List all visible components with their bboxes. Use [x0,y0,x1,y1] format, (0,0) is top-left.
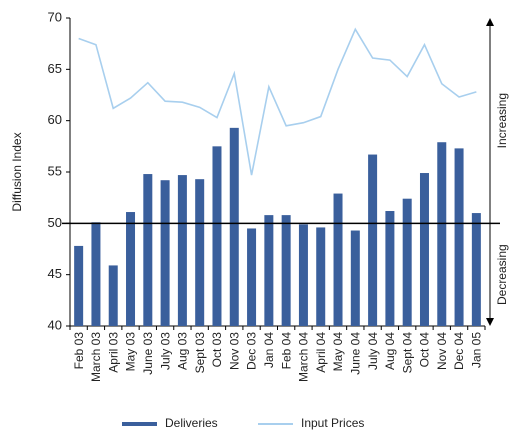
x-tick-label: Feb 04 [279,332,293,370]
bar [160,180,170,326]
bar [350,230,360,326]
x-tick-label: Oct 04 [418,332,432,368]
x-tick-label: March 04 [297,332,311,382]
x-tick-label: Nov 04 [435,332,449,370]
legend-label: Input Prices [301,416,364,430]
x-tick-label: April 04 [314,332,328,373]
bar [212,146,222,326]
x-tick-label: June 04 [348,332,362,375]
x-tick-label: Dec 03 [245,332,259,370]
line [78,27,477,176]
bar [126,212,136,326]
x-tick-label: Nov 03 [227,332,241,370]
bar [91,222,101,326]
bar [281,215,291,326]
x-tick-label: April 03 [106,332,120,373]
bar [177,175,187,326]
y-tick-label: 45 [48,266,62,281]
x-tick-label: July 04 [366,332,380,370]
x-tick-label: Sept 03 [193,332,207,374]
x-tick-label: Sept 04 [400,332,414,374]
annotation: Decreasing [495,244,509,305]
x-tick-label: June 03 [141,332,155,375]
bar [74,245,84,326]
y-axis-label: Diffusion Index [10,132,24,211]
y-tick-label: 40 [48,317,62,332]
bar [143,174,153,326]
x-tick-label: Jan 05 [470,332,484,368]
bar [316,227,326,326]
annotation: Increasing [495,93,509,148]
bar [264,215,274,326]
x-tick-label: July 03 [158,332,172,370]
bar [368,154,378,326]
x-tick-label: Dec 04 [452,332,466,370]
legend-label: Deliveries [165,416,218,430]
y-tick-label: 50 [48,215,62,230]
y-tick-label: 55 [48,163,62,178]
y-tick-label: 65 [48,61,62,76]
y-tick-label: 70 [48,9,62,24]
bar [471,213,481,326]
bar [247,228,257,326]
bar [419,173,429,326]
y-tick-label: 60 [48,112,62,127]
x-tick-label: Aug 03 [176,332,190,370]
x-tick-label: Feb 03 [72,332,86,370]
bar [454,148,464,326]
bar [333,193,343,326]
x-tick-label: Jan 04 [262,332,276,368]
x-tick-label: March 03 [89,332,103,382]
x-tick-label: Oct 03 [210,332,224,368]
bar [195,179,205,326]
bar [229,127,239,326]
bar [437,142,447,326]
bar [385,211,395,326]
x-tick-label: May 03 [124,332,138,372]
x-tick-label: Aug 04 [383,332,397,370]
bar [402,198,412,326]
x-tick-label: May 04 [331,332,345,372]
bar [298,224,308,326]
bar [108,265,118,326]
